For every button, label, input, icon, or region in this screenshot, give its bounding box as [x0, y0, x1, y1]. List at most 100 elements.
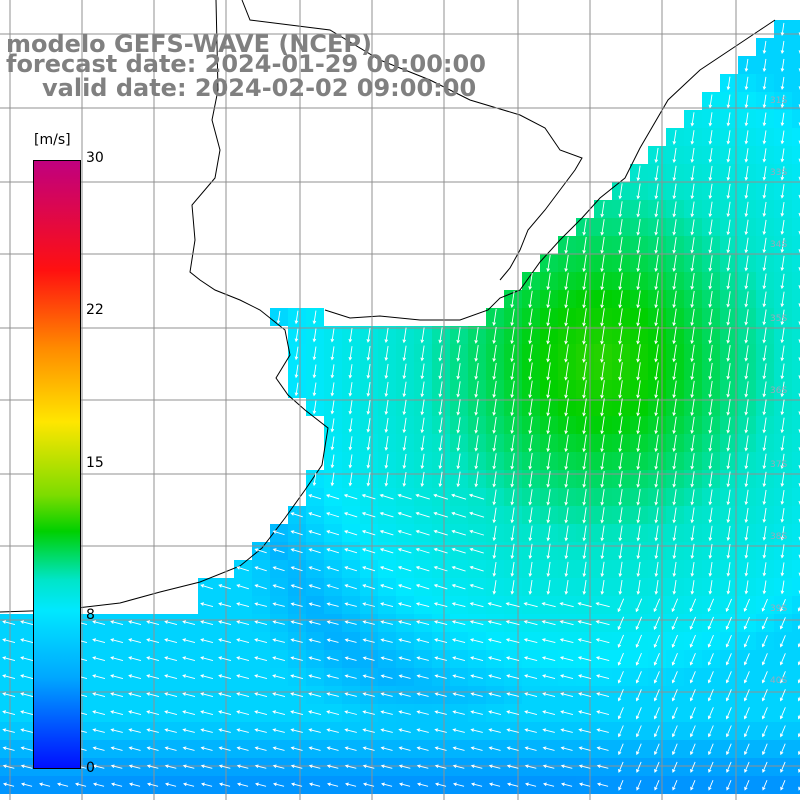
wind-arrow: [582, 362, 587, 381]
wind-arrow: [690, 344, 695, 363]
wind-arrow: [254, 566, 267, 572]
wind-arrow: [708, 308, 713, 326]
wind-arrow: [294, 310, 299, 325]
wind-arrow: [384, 435, 389, 451]
wind-arrow: [128, 656, 142, 661]
wind-arrow: [21, 782, 33, 787]
wind-arrow: [236, 710, 250, 715]
wind-arrow: [618, 543, 623, 560]
wind-arrow: [344, 584, 357, 590]
wind-arrow: [20, 656, 34, 661]
wind-arrow: [636, 290, 641, 309]
wind-arrow: [510, 543, 515, 560]
wind-arrow: [564, 308, 569, 327]
wind-arrow: [798, 32, 800, 36]
wind-arrow: [725, 598, 732, 612]
wind-arrow: [510, 380, 515, 399]
wind-arrow: [635, 707, 642, 720]
wind-arrow: [779, 617, 786, 630]
wind-arrow: [57, 782, 69, 787]
wind-arrow: [564, 525, 569, 542]
wind-arrow: [20, 764, 33, 769]
wind-arrow: [291, 782, 303, 787]
wind-arrow: [2, 728, 15, 733]
wind-arrow: [654, 580, 659, 595]
wind-arrow: [272, 656, 286, 661]
wind-arrow: [366, 400, 371, 415]
wind-arrow: [654, 780, 660, 791]
wind-arrow: [780, 327, 785, 344]
wind-arrow: [312, 364, 317, 379]
wind-arrow: [492, 380, 497, 398]
wind-arrow: [690, 743, 696, 756]
wind-arrow: [326, 566, 339, 572]
wind-arrow: [618, 254, 623, 273]
wind-arrow: [582, 452, 587, 471]
wind-arrow: [510, 362, 515, 381]
wind-arrow: [399, 782, 411, 787]
wind-arrow: [582, 543, 587, 560]
wind-arrow: [380, 620, 393, 625]
wind-arrow: [384, 381, 389, 398]
wind-arrow: [744, 399, 749, 416]
wind-arrow: [743, 707, 750, 720]
wind-arrow: [546, 362, 551, 381]
wind-arrow: [506, 710, 520, 715]
wind-arrow: [308, 764, 321, 769]
wind-arrow: [618, 272, 623, 291]
wind-arrow: [344, 728, 357, 733]
wind-cell: [792, 542, 800, 560]
wind-arrow: [780, 417, 785, 434]
wind-cell: [792, 740, 800, 758]
wind-arrow: [492, 326, 497, 344]
wind-arrow: [762, 219, 767, 236]
wind-arrow: [780, 202, 785, 217]
wind-arrow: [330, 382, 335, 397]
wind-arrow: [689, 725, 696, 738]
wind-arrow: [254, 674, 268, 679]
wind-arrow: [254, 746, 267, 751]
wind-arrow: [618, 743, 624, 756]
wind-arrow: [600, 398, 605, 417]
wind-arrow: [582, 470, 587, 488]
wind-arrow: [415, 529, 430, 536]
wind-arrow: [492, 471, 497, 488]
wind-arrow: [762, 345, 767, 362]
wind-arrow: [564, 380, 569, 399]
wind-cell: [792, 308, 800, 326]
wind-arrow: [402, 435, 407, 452]
wind-arrow: [780, 184, 785, 199]
wind-arrow: [433, 620, 448, 626]
wind-arrow: [254, 728, 267, 733]
wind-arrow: [542, 710, 556, 715]
wind-arrow: [596, 782, 609, 787]
wind-arrow: [708, 780, 714, 791]
wind-arrow: [326, 512, 340, 518]
wind-arrow: [546, 525, 551, 542]
wind-arrow: [164, 638, 178, 643]
wind-arrow: [528, 489, 533, 506]
wind-arrow: [510, 580, 515, 595]
wind-arrow: [690, 543, 695, 560]
wind-arrow: [744, 237, 749, 254]
wind-cell: [792, 722, 800, 740]
wind-cell: [792, 272, 800, 290]
wind-arrow: [672, 147, 677, 163]
wind-arrow: [469, 602, 484, 608]
wind-arrow: [524, 746, 537, 751]
wind-arrow: [707, 634, 714, 648]
wind-arrow: [690, 147, 695, 163]
wind-arrow: [582, 380, 587, 399]
wind-arrow: [618, 779, 624, 791]
wind-arrow: [488, 674, 502, 679]
wind-arrow: [398, 656, 411, 661]
wind-arrow: [164, 620, 178, 625]
wind-arrow: [438, 345, 443, 362]
wind-arrow: [708, 147, 713, 163]
wind-arrow: [182, 620, 196, 625]
wind-arrow: [617, 707, 624, 720]
wind-arrow: [2, 620, 16, 625]
lat-label-35s: 35S: [770, 314, 788, 324]
wind-arrow: [542, 728, 555, 733]
